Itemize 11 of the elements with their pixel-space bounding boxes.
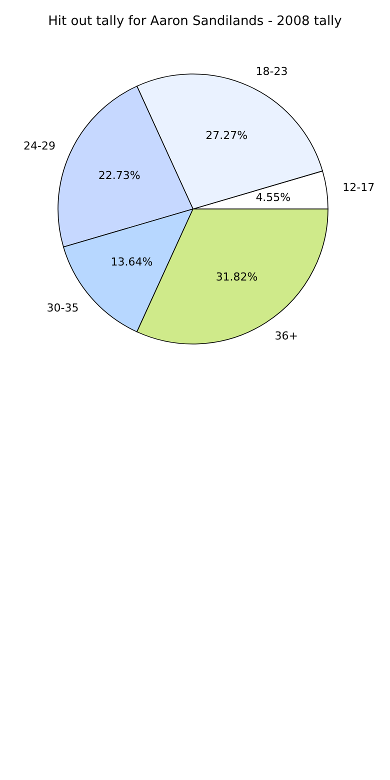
data-label: 31.82% <box>216 270 258 284</box>
data-label: 27.27% <box>206 128 248 142</box>
data-label: 4.55% <box>256 190 291 204</box>
chart-title: Hit out tally for Aaron Sandilands - 2008 tally <box>47 14 343 31</box>
slice-label: 18-23 <box>256 64 288 78</box>
slice-label: 24-29 <box>24 140 56 153</box>
slice-label: 36+ <box>274 330 298 343</box>
slice-label: 12-17 <box>342 180 375 194</box>
slice-label: 30-35 <box>46 302 79 315</box>
data-label: 13.64% <box>110 256 153 269</box>
data-label: 22.73% <box>98 168 140 182</box>
